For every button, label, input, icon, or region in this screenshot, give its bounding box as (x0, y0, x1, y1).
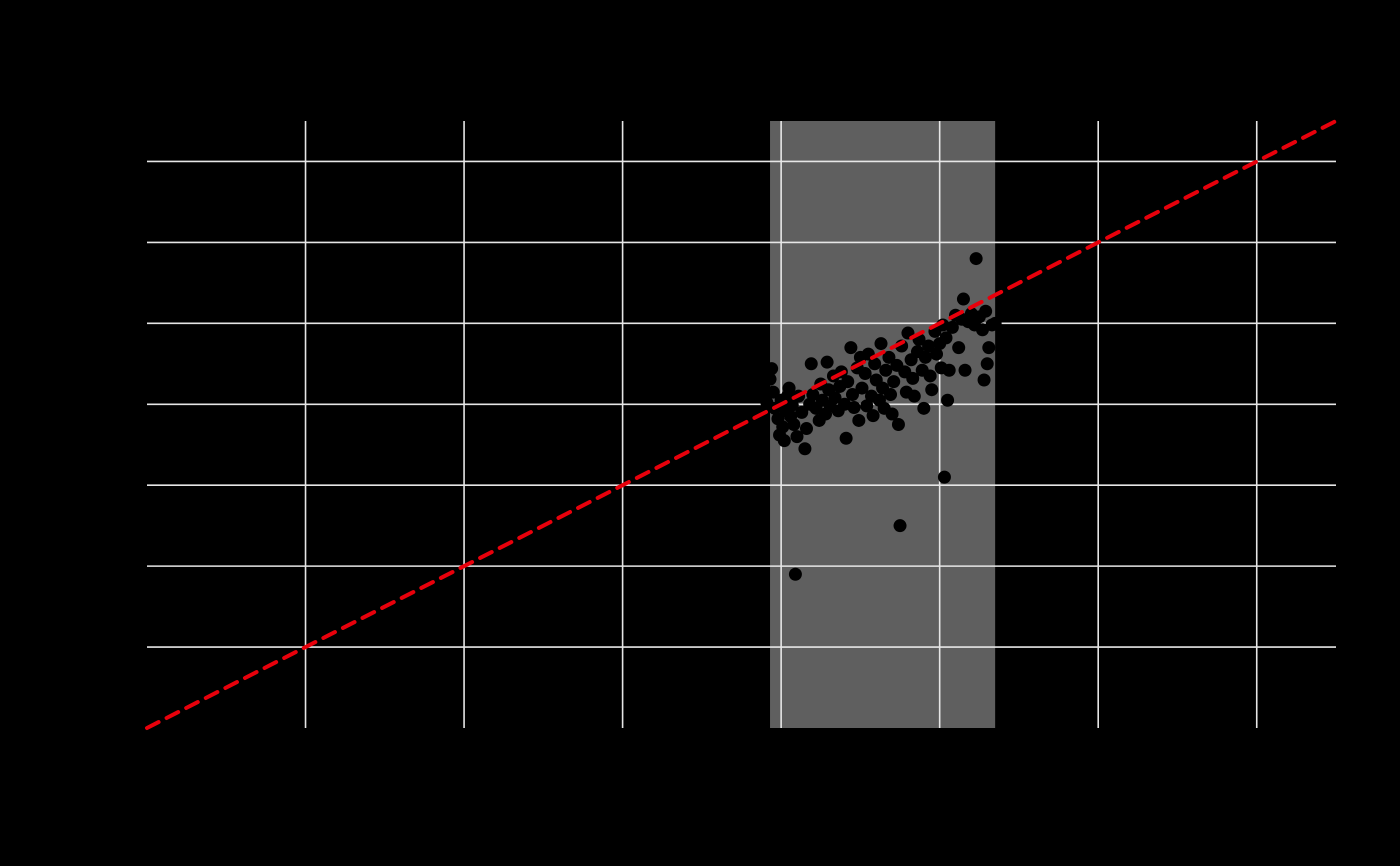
data-point (844, 341, 858, 355)
data-point (988, 316, 1002, 330)
data-point (782, 381, 796, 395)
data-point (765, 362, 779, 376)
data-point (858, 367, 872, 381)
data-point (982, 341, 996, 355)
data-point (907, 389, 921, 403)
data-point (828, 391, 842, 405)
data-point (980, 357, 994, 371)
data-point (874, 337, 888, 351)
data-point (799, 422, 813, 436)
data-point (766, 385, 780, 399)
data-point (941, 393, 955, 407)
data-point (866, 409, 880, 423)
data-point (885, 407, 899, 421)
reference-line-layer (145, 119, 1338, 730)
data-point (868, 357, 882, 371)
data-point (958, 363, 972, 377)
reference-line (145, 119, 1338, 730)
data-point (845, 388, 859, 402)
data-point (917, 401, 931, 415)
data-point (879, 363, 893, 377)
data-point (918, 350, 932, 364)
data-point (763, 372, 777, 386)
data-point (969, 252, 983, 266)
data-point (893, 519, 907, 533)
data-point (860, 399, 874, 413)
data-point (939, 331, 953, 345)
data-point (820, 355, 834, 369)
data-point (956, 292, 970, 306)
data-point (882, 350, 896, 364)
data-point (776, 420, 790, 434)
data-point (891, 418, 905, 431)
data-point (977, 373, 991, 387)
data-point (841, 375, 855, 389)
data-point (929, 347, 943, 361)
data-point (884, 388, 898, 402)
data-point (925, 383, 939, 397)
data-point (979, 304, 993, 318)
data-points-layer (760, 252, 1002, 581)
data-point (855, 381, 869, 395)
data-point (952, 341, 966, 355)
data-point (937, 470, 951, 484)
data-point (847, 401, 861, 415)
data-point (788, 567, 802, 581)
data-point (790, 430, 804, 444)
data-point (852, 413, 866, 427)
data-point (777, 434, 791, 448)
grid-layer (147, 121, 1336, 728)
data-point (806, 388, 820, 402)
data-point (923, 369, 937, 383)
data-point (798, 442, 812, 456)
data-point (906, 371, 920, 385)
data-point (945, 320, 959, 334)
data-point (839, 431, 853, 445)
data-point (887, 375, 901, 389)
data-point (922, 339, 936, 353)
data-point (787, 418, 801, 431)
data-point (804, 357, 818, 371)
data-point (942, 363, 956, 377)
data-point (795, 405, 809, 419)
